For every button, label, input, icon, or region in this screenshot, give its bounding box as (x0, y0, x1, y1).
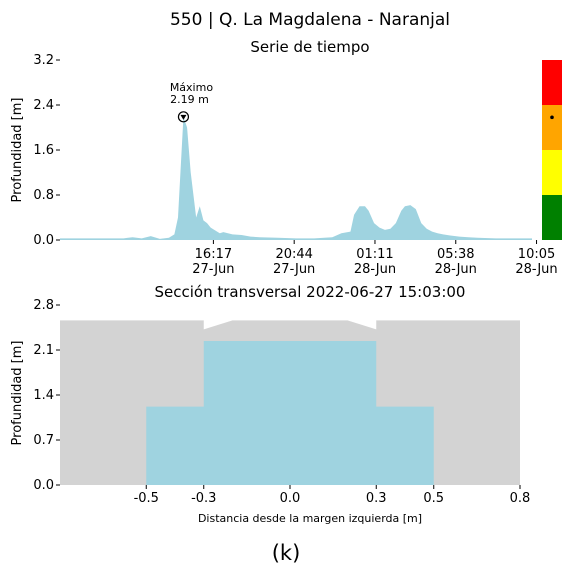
x-tick-label: 0.5 (423, 491, 444, 506)
x-tick-label: -0.5 (134, 491, 159, 506)
time-series-chart: Serie de tiempo Profundidad [m] 0.0 0.8 1.… (10, 38, 562, 277)
x-tick-date-label: 27-Jun (273, 262, 315, 277)
time-series-y-axis-label: Profundidad [m] (10, 98, 25, 203)
panel-label: (k) (272, 541, 301, 565)
alert-level-band (542, 60, 562, 105)
figure-title: 550 | Q. La Magdalena - Naranjal (170, 10, 450, 30)
x-tick-date-label: 28-Jun (435, 262, 477, 277)
x-tick-date-label: 28-Jun (354, 262, 396, 277)
alert-level-band (542, 105, 562, 150)
y-tick-label: 3.2 (33, 53, 54, 68)
y-tick-label: 0.0 (33, 478, 54, 493)
alert-level-band (542, 195, 562, 240)
y-tick-label: 2.4 (33, 98, 54, 113)
cross-section-x-axis-label: Distancia desde la margen izquierda [m] (198, 512, 422, 525)
time-series-title: Serie de tiempo (250, 38, 369, 56)
y-tick-label: 1.6 (33, 143, 54, 158)
y-tick-label: 2.8 (33, 298, 54, 313)
y-tick-label: 0.7 (33, 433, 54, 448)
maximum-marker-triangle (180, 115, 186, 120)
maximum-annotation-value: 2.19 m (170, 93, 209, 106)
y-tick-label: 0.8 (33, 188, 54, 203)
x-tick-label: 0.0 (280, 491, 301, 506)
x-tick-date-label: 27-Jun (192, 262, 234, 277)
x-tick-time-label: 10:05 (518, 247, 555, 262)
x-tick-label: 0.8 (510, 491, 531, 506)
cross-section-y-ticks: 0.0 0.7 1.4 2.1 2.8 (33, 298, 60, 493)
cross-section-y-axis-label: Profundidad [m] (10, 341, 25, 446)
time-series-y-ticks: 0.0 0.8 1.6 2.4 3.2 (33, 53, 60, 248)
maximum-annotation: Máximo 2.19 m (170, 81, 214, 122)
x-tick-date-label: 28-Jun (515, 262, 557, 277)
depth-series-area (60, 117, 532, 240)
y-tick-label: 1.4 (33, 388, 54, 403)
cross-section-chart: Sección transversal 2022-06-27 15:03:00 … (10, 283, 530, 525)
y-tick-label: 0.0 (33, 233, 54, 248)
x-tick-time-label: 05:38 (437, 247, 474, 262)
cross-section-x-ticks: -0.5 -0.3 0.0 0.3 0.5 0.8 (134, 485, 531, 506)
time-series-x-ticks: 16:1727-Jun20:4427-Jun01:1128-Jun05:3828… (192, 240, 557, 277)
alert-level-marker (550, 116, 554, 120)
x-tick-time-label: 01:11 (356, 247, 393, 262)
x-tick-time-label: 20:44 (275, 247, 312, 262)
x-tick-label: -0.3 (191, 491, 216, 506)
cross-section-title: Sección transversal 2022-06-27 15:03:00 (155, 283, 466, 301)
y-tick-label: 2.1 (33, 343, 54, 358)
alert-level-bar (542, 60, 562, 240)
x-tick-time-label: 16:17 (195, 247, 232, 262)
x-tick-label: 0.3 (366, 491, 387, 506)
alert-level-band (542, 150, 562, 195)
